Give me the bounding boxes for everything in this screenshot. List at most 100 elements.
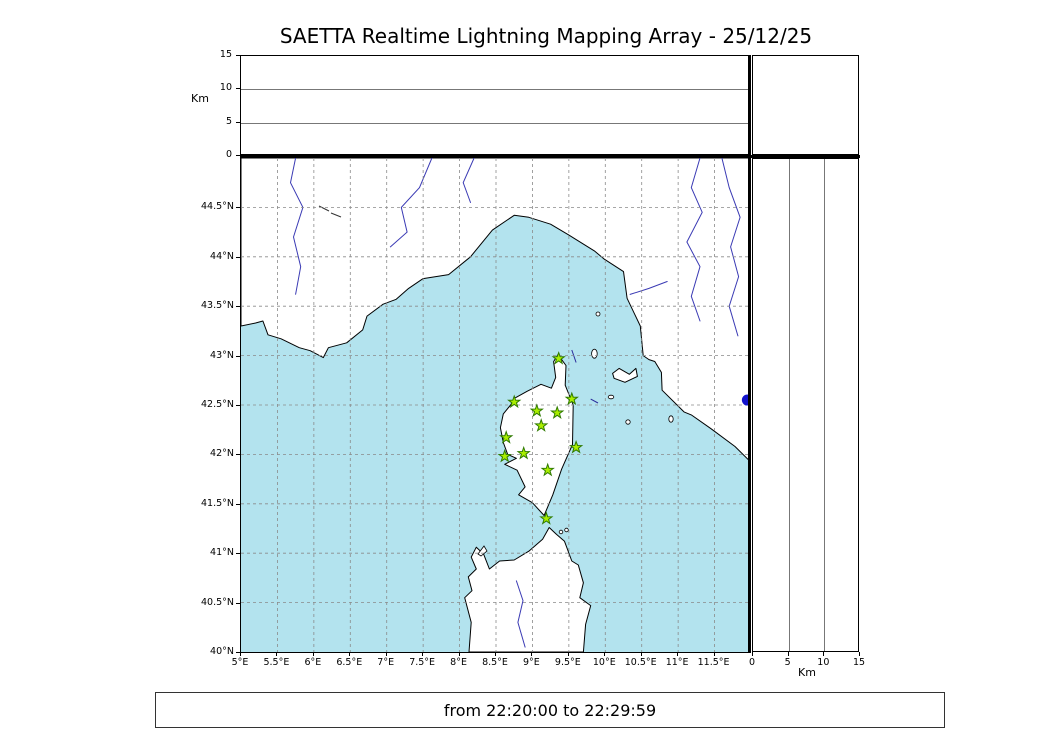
lon-tick-label: 8°E (450, 657, 467, 668)
altitude-tick-label: 0 (748, 657, 756, 668)
tick-mark (458, 652, 460, 656)
lon-tick-label: 10.5°E (624, 657, 657, 668)
altitude-tick-label: 5 (784, 657, 791, 668)
river (389, 157, 433, 248)
island-gorgona (595, 311, 601, 317)
river (515, 580, 526, 648)
altitude-tick-label: 5 (225, 115, 232, 127)
lat-tick-label: 43.5°N (200, 300, 234, 312)
tick-mark (677, 652, 679, 656)
altitude-tick-label: 10 (219, 82, 232, 94)
altitude-gridline (241, 89, 749, 91)
sea-canyon-mark (590, 398, 599, 404)
lon-tick-label: 10°E (592, 657, 616, 668)
lma-station-marker (497, 448, 512, 463)
lon-tick-label: 6°E (304, 657, 322, 668)
tick-mark (495, 652, 496, 656)
island-caprera (564, 527, 569, 533)
altitude-gridline (788, 159, 790, 651)
tick-mark (236, 88, 240, 90)
tick-mark (531, 652, 533, 656)
tick-mark (236, 55, 240, 56)
lma-station-marker (540, 462, 555, 477)
lat-tick-label: 40°N (210, 646, 234, 657)
terrain-mark (318, 205, 330, 212)
river (289, 157, 304, 295)
river (462, 157, 475, 203)
lat-tick-label: 42°N (210, 448, 234, 460)
lon-tick-label: 9.5°E (554, 657, 581, 668)
lat-tick-label: 44°N (210, 250, 234, 262)
altitude-tick-label: 15 (852, 657, 866, 668)
island-asinara (477, 545, 488, 557)
graticule-layer (241, 158, 751, 652)
lat-tick-label: 43°N (210, 349, 234, 361)
terrain-mark (330, 212, 342, 218)
tick-mark (236, 256, 240, 258)
tick-mark (236, 602, 240, 604)
altitude-longitude-panel (240, 55, 750, 155)
tick-mark (385, 652, 387, 656)
lma-station-marker (539, 511, 554, 525)
tick-mark (752, 652, 753, 656)
lat-tick-label: 42.5°N (200, 399, 234, 410)
tick-mark (236, 652, 240, 653)
tick-mark (312, 652, 314, 656)
divider-horizontal (240, 155, 860, 158)
lon-tick-label: 11.5°E (697, 657, 730, 668)
tick-mark (422, 652, 424, 656)
island-giglio (668, 415, 674, 423)
island-capraia (591, 348, 598, 359)
lon-tick-label: 8.5°E (482, 657, 508, 668)
lma-station-marker (551, 351, 566, 365)
lma-station-marker (499, 430, 514, 444)
tick-mark (276, 652, 278, 656)
river (629, 281, 668, 295)
island-elba (612, 367, 638, 383)
time-range-text: from 22:20:00 to 22:29:59 (443, 700, 657, 720)
sea-canyon-mark (571, 349, 577, 363)
tick-mark (236, 306, 240, 308)
tick-mark (713, 652, 715, 656)
lat-tick-label: 41°N (210, 547, 234, 559)
lat-tick-label: 40.5°N (200, 596, 234, 608)
lat-tick-label: 44.5°N (200, 201, 234, 213)
lon-tick-label: 7.5°E (409, 657, 436, 668)
lma-station-marker (564, 391, 579, 406)
tick-mark (640, 652, 642, 656)
altitude-gridline (241, 122, 749, 124)
lma-station-marker (568, 440, 584, 454)
river (686, 157, 703, 322)
lon-tick-label: 9°E (523, 657, 540, 668)
map-panel (240, 157, 753, 653)
lma-station-marker (516, 445, 531, 460)
tick-mark (236, 503, 240, 505)
tick-mark (236, 207, 240, 209)
tick-mark (823, 652, 825, 656)
altitude-axis-label-right: Km (798, 666, 816, 679)
tick-mark (236, 454, 240, 456)
tick-mark (236, 553, 240, 555)
time-range-box: from 22:20:00 to 22:29:59 (155, 692, 945, 728)
lon-tick-label: 11°E (665, 657, 689, 668)
lma-station-marker (507, 394, 522, 409)
altitude-gridline (824, 159, 826, 651)
map-svg (240, 157, 753, 653)
tick-mark (859, 652, 860, 656)
island-pianosa (607, 394, 615, 400)
coastline-mainland (240, 157, 752, 463)
tick-mark (240, 652, 241, 656)
tick-mark (787, 652, 789, 656)
station-layer (497, 351, 753, 525)
altitude-tick-label: 10 (817, 657, 830, 668)
lma-station-marker (529, 403, 544, 418)
figure-title: SAETTA Realtime Lightning Mapping Array … (279, 24, 813, 48)
tick-mark (349, 652, 351, 656)
lma-station-marker (550, 405, 565, 420)
island-montecristo (625, 419, 631, 425)
tick-mark (236, 405, 240, 406)
tick-mark (236, 355, 240, 357)
lat-tick-label: 41.5°N (200, 497, 234, 509)
lon-tick-label: 5.5°E (263, 657, 290, 668)
